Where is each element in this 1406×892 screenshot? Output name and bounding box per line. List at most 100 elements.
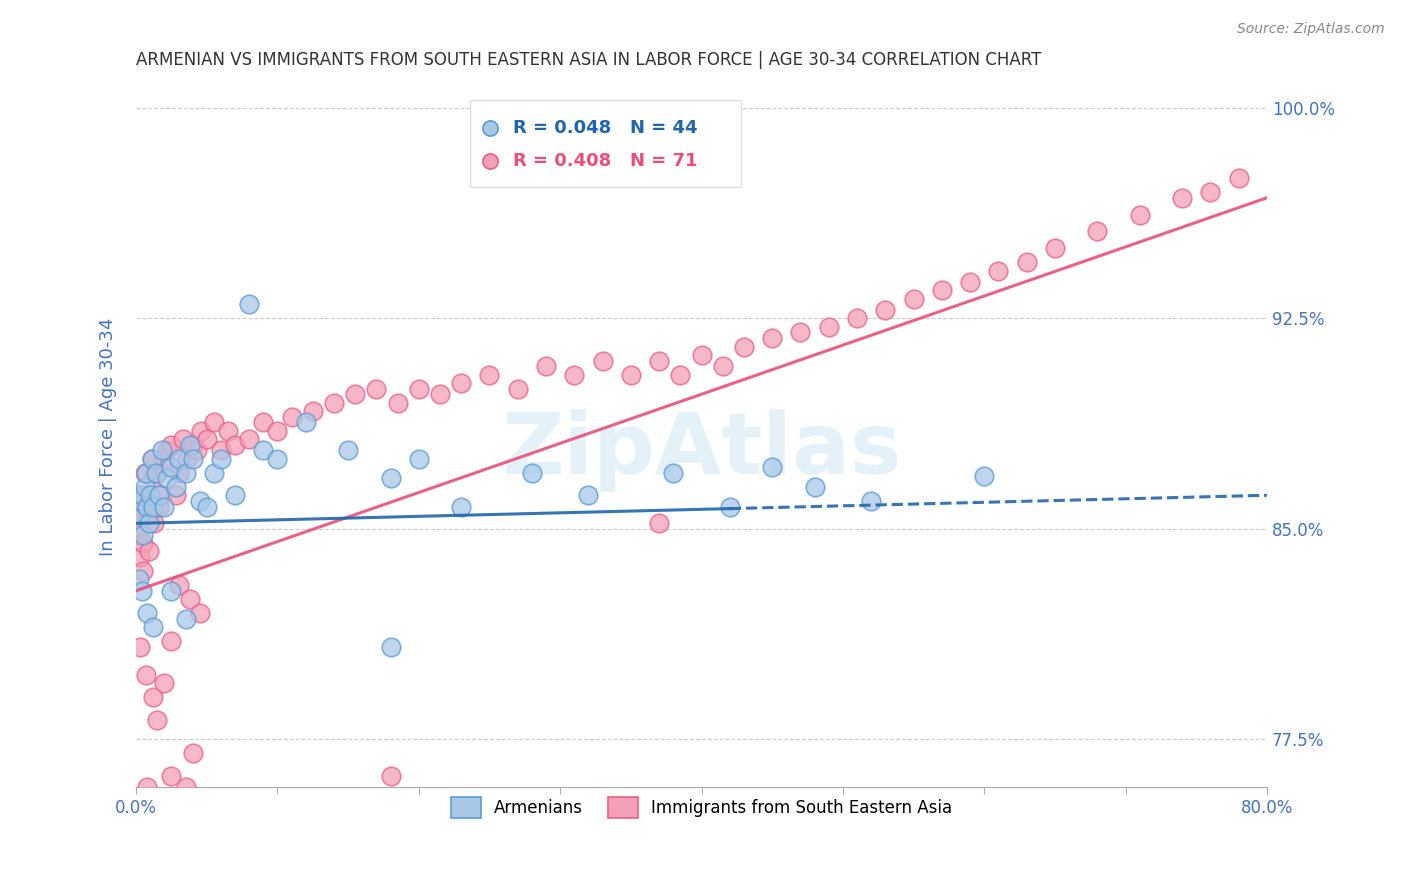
Point [134,480,156,494]
Point [280,409,302,424]
Point [135,668,157,682]
Point [380,769,402,783]
Point [174,466,197,480]
Point [181,438,204,452]
Point [817,319,839,334]
Point [387,395,409,409]
Point [160,460,183,475]
Point [190,424,212,438]
Point [148,488,170,502]
Point [534,359,557,374]
Point [1171,191,1194,205]
Point [238,432,260,446]
Point [202,466,225,480]
Point [131,488,153,502]
Point [1129,208,1152,222]
Point [131,583,153,598]
Point [195,500,218,514]
Point [903,292,925,306]
Point [160,634,183,648]
Text: ZipAtlas: ZipAtlas [502,409,901,491]
Point [860,494,883,508]
Point [202,415,225,429]
Point [973,468,995,483]
Point [429,387,451,401]
FancyBboxPatch shape [470,100,741,187]
Point [567,401,589,416]
Point [134,466,156,480]
Point [567,269,589,284]
Point [450,376,472,390]
Point [875,303,897,318]
Point [128,573,150,587]
Point [266,424,288,438]
Point [156,443,179,458]
Point [160,769,183,783]
Point [131,508,153,522]
Point [146,713,169,727]
Point [138,516,160,531]
Point [153,676,176,690]
Point [136,780,159,794]
Point [690,348,713,362]
Point [323,395,346,409]
Point [238,297,260,311]
Point [224,488,246,502]
Point [578,488,600,502]
Point [167,466,190,480]
Point [136,500,159,514]
Point [711,359,734,374]
Point [380,471,402,485]
Point [146,466,169,480]
Point [167,578,190,592]
Point [160,583,183,598]
Point [139,494,162,508]
Point [136,606,159,620]
Point [142,620,165,634]
Point [132,536,155,550]
Point [252,443,274,458]
Point [129,640,152,654]
Point [127,527,149,541]
Point [156,471,179,485]
Point [931,284,953,298]
Legend: Armenians, Immigrants from South Eastern Asia: Armenians, Immigrants from South Eastern… [444,791,959,824]
Point [142,690,165,705]
Point [150,443,173,458]
Point [150,488,173,502]
Point [1043,241,1066,255]
Point [188,606,211,620]
Point [846,311,869,326]
Point [136,508,159,522]
Point [337,443,360,458]
Point [132,527,155,541]
Point [252,415,274,429]
Point [174,780,197,794]
Point [176,451,198,466]
Point [1199,185,1222,199]
Y-axis label: In Labor Force | Age 30-34: In Labor Force | Age 30-34 [100,318,117,556]
Point [135,466,157,480]
Point [344,387,367,401]
Point [380,640,402,654]
Point [301,404,323,418]
Point [733,339,755,353]
Point [959,275,981,289]
Point [562,368,585,382]
Point [408,382,430,396]
Point [266,451,288,466]
Point [803,480,825,494]
Point [141,451,163,466]
Point [160,438,183,452]
Point [662,466,685,480]
Point [135,500,157,514]
Point [172,432,194,446]
Point [139,488,162,502]
Point [167,451,190,466]
Point [789,326,811,340]
Text: ARMENIAN VS IMMIGRANTS FROM SOUTH EASTERN ASIA IN LABOR FORCE | AGE 30-34 CORREL: ARMENIAN VS IMMIGRANTS FROM SOUTH EASTER… [136,51,1042,69]
Point [129,494,152,508]
Point [165,480,187,494]
Point [669,368,692,382]
Point [141,451,163,466]
